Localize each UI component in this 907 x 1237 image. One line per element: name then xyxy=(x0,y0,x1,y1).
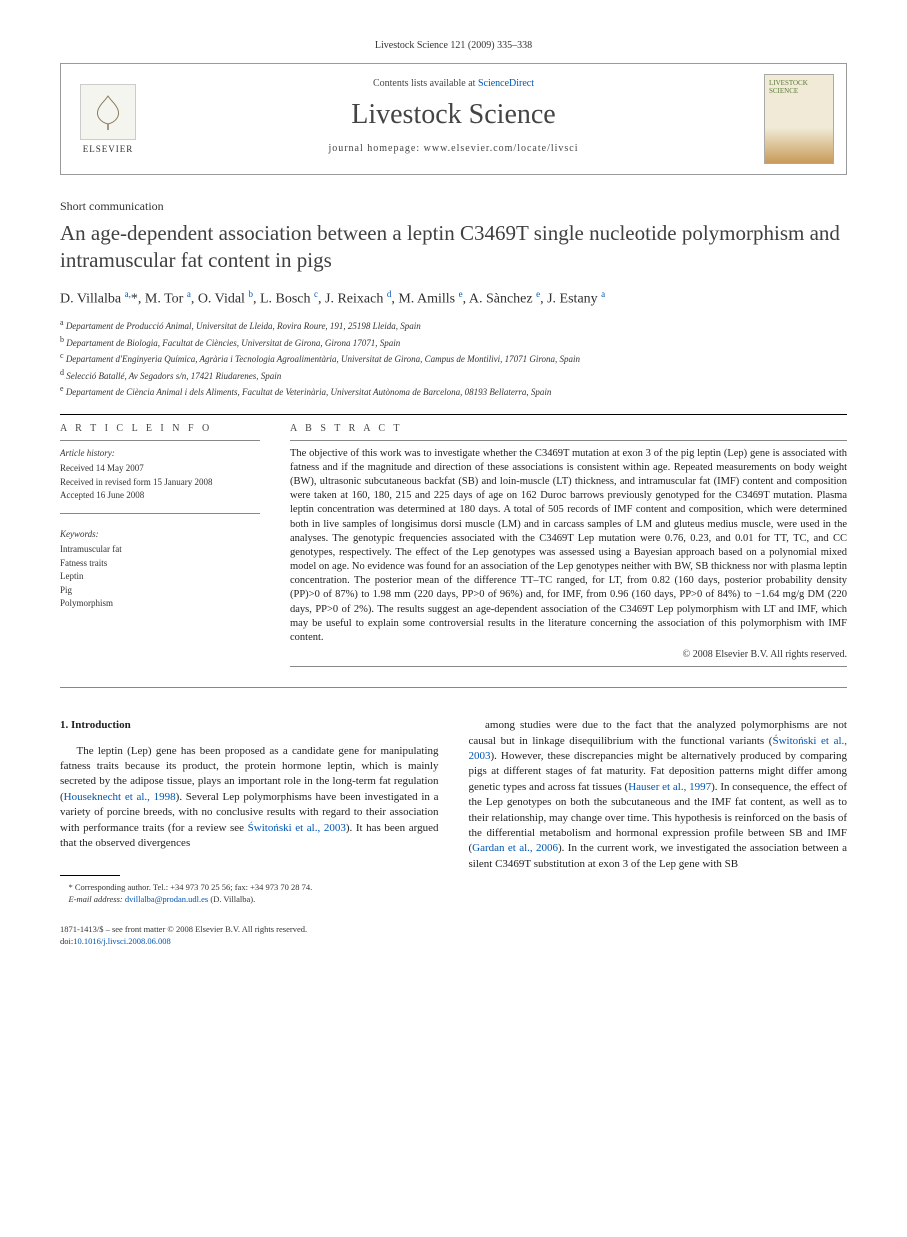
email-label: E-mail address: xyxy=(69,894,125,904)
abstract-copyright: © 2008 Elsevier B.V. All rights reserved… xyxy=(290,649,847,660)
affiliation-line: c Departament d'Enginyeria Química, Agrà… xyxy=(60,350,847,367)
homepage-prefix: journal homepage: xyxy=(328,143,423,154)
abstract-text: The objective of this work was to invest… xyxy=(290,441,847,645)
affiliation-line: b Departament de Biologia, Facultat de C… xyxy=(60,334,847,351)
revised-date: Received in revised form 15 January 2008 xyxy=(60,476,260,490)
keyword-item: Leptin xyxy=(60,570,260,584)
abstract-column: A B S T R A C T The objective of this wo… xyxy=(290,417,847,667)
sciencedirect-link[interactable]: ScienceDirect xyxy=(478,78,534,89)
divider xyxy=(60,513,260,514)
journal-cover-thumbnail: LIVESTOCK SCIENCE xyxy=(764,74,834,164)
contents-prefix: Contents lists available at xyxy=(373,78,478,89)
accepted-date: Accepted 16 June 2008 xyxy=(60,489,260,503)
article-history-block: Article history: Received 14 May 2007 Re… xyxy=(60,441,260,503)
footnote-separator xyxy=(60,875,120,876)
publisher-name: ELSEVIER xyxy=(83,144,134,154)
divider xyxy=(60,687,847,688)
citation-link[interactable]: Świtoński et al., 2003 xyxy=(469,735,848,762)
keywords-heading: Keywords: xyxy=(60,528,260,542)
divider xyxy=(60,414,847,415)
journal-reference: Livestock Science 121 (2009) 335–338 xyxy=(60,40,847,51)
header-center: Contents lists available at ScienceDirec… xyxy=(143,74,764,164)
email-footnote: E-mail address: dvillalba@prodan.udl.es … xyxy=(60,894,439,906)
affiliation-line: e Departament de Ciència Animal i dels A… xyxy=(60,383,847,400)
article-type: Short communication xyxy=(60,199,847,214)
citation-link[interactable]: Gardan et al., 2006 xyxy=(472,842,558,854)
received-date: Received 14 May 2007 xyxy=(60,462,260,476)
body-column-left: 1. Introduction The leptin (Lep) gene ha… xyxy=(60,718,439,948)
abstract-label: A B S T R A C T xyxy=(290,417,847,440)
journal-header-box: ELSEVIER Contents lists available at Sci… xyxy=(60,63,847,175)
journal-title: Livestock Science xyxy=(153,99,754,131)
divider xyxy=(290,666,847,667)
keywords-list: Intramuscular fatFatness traitsLeptinPig… xyxy=(60,543,260,611)
citation-link[interactable]: Hauser et al., 1997 xyxy=(628,781,711,793)
homepage-url: www.elsevier.com/locate/livsci xyxy=(424,143,579,154)
contents-available-line: Contents lists available at ScienceDirec… xyxy=(153,78,754,89)
author-email-link[interactable]: dvillalba@prodan.udl.es xyxy=(125,894,208,904)
section-heading-introduction: 1. Introduction xyxy=(60,718,439,733)
citation-link[interactable]: Houseknecht et al., 1998 xyxy=(64,791,176,803)
body-column-right: among studies were due to the fact that … xyxy=(469,718,848,948)
doi-line: doi:10.1016/j.livsci.2008.06.008 xyxy=(60,936,439,948)
doi-prefix: doi: xyxy=(60,936,73,946)
journal-homepage-line: journal homepage: www.elsevier.com/locat… xyxy=(153,143,754,154)
keyword-item: Fatness traits xyxy=(60,557,260,571)
info-abstract-row: A R T I C L E I N F O Article history: R… xyxy=(60,417,847,667)
intro-paragraph-2: among studies were due to the fact that … xyxy=(469,718,848,872)
affiliation-line: a Departament de Producció Animal, Unive… xyxy=(60,317,847,334)
cover-label: LIVESTOCK SCIENCE xyxy=(769,79,829,95)
keyword-item: Pig xyxy=(60,584,260,598)
intro-paragraph-1: The leptin (Lep) gene has been proposed … xyxy=(60,744,439,852)
citation-link[interactable]: Świtoński et al., 2003 xyxy=(248,822,346,834)
publisher-logo-block: ELSEVIER xyxy=(73,74,143,164)
keyword-item: Intramuscular fat xyxy=(60,543,260,557)
issn-line: 1871-1413/$ – see front matter © 2008 El… xyxy=(60,924,439,936)
keyword-item: Polymorphism xyxy=(60,597,260,611)
article-info-label: A R T I C L E I N F O xyxy=(60,417,260,440)
history-heading: Article history: xyxy=(60,447,260,461)
affiliation-line: d Selecció Batallé, Av Segadors s/n, 174… xyxy=(60,367,847,384)
email-suffix: (D. Villalba). xyxy=(208,894,255,904)
keywords-block: Keywords: Intramuscular fatFatness trait… xyxy=(60,528,260,611)
doi-link[interactable]: 10.1016/j.livsci.2008.06.008 xyxy=(73,936,171,946)
authors-line: D. Villalba a,*, M. Tor a, O. Vidal b, L… xyxy=(60,289,847,308)
affiliations-block: a Departament de Producció Animal, Unive… xyxy=(60,317,847,400)
article-info-column: A R T I C L E I N F O Article history: R… xyxy=(60,417,260,667)
body-two-column: 1. Introduction The leptin (Lep) gene ha… xyxy=(60,718,847,948)
elsevier-tree-icon xyxy=(80,84,136,140)
corresponding-author-footnote: * Corresponding author. Tel.: +34 973 70… xyxy=(60,882,439,894)
footer-issn-block: 1871-1413/$ – see front matter © 2008 El… xyxy=(60,924,439,948)
article-title: An age-dependent association between a l… xyxy=(60,220,847,275)
